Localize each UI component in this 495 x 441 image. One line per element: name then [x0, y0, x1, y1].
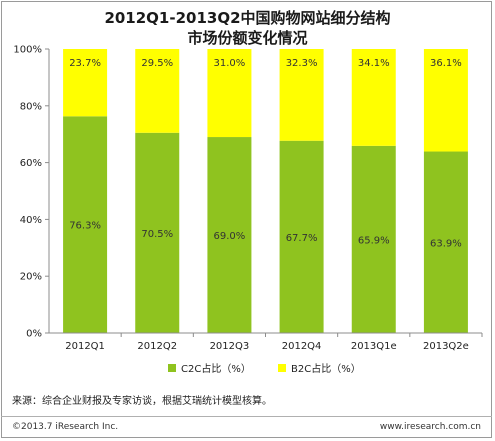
bar-b2c — [63, 49, 108, 117]
bar-c2c — [63, 116, 108, 333]
bar-group: 76.3% 23.7% 70.5% 29.5% 69.0% 31.0% 67.7% 32.3%… — [63, 49, 468, 333]
bar-label-c2c: 69.0% — [214, 231, 246, 242]
source-note: 来源：综合企业财报及专家访谈，根据艾瑞统计模型核算。 — [12, 396, 272, 407]
bar-c2c — [423, 151, 468, 333]
bar-c2c — [279, 140, 324, 333]
bar-b2c — [423, 49, 468, 152]
x-tick-label: 2012Q2 — [137, 341, 177, 352]
x-tick-label: 2012Q3 — [210, 341, 250, 352]
bar-b2c — [351, 49, 396, 146]
x-tick-label: 2013Q2e — [423, 341, 469, 352]
legend: C2C占比（%） B2C占比（%） — [0, 360, 495, 376]
legend-label-b2c: B2C占比（%） — [291, 364, 361, 375]
bar-label-c2c: 65.9% — [358, 235, 390, 246]
bar-label-b2c: 23.7% — [69, 58, 101, 69]
bar-label-b2c: 32.3% — [286, 58, 318, 69]
website-text: www.iresearch.com.cn — [379, 422, 481, 432]
bar-c2c — [351, 145, 396, 333]
bar-b2c — [135, 49, 180, 133]
bar-label-c2c: 70.5% — [141, 229, 173, 240]
bar-label-b2c: 29.5% — [141, 58, 173, 69]
legend-swatch-b2c — [278, 363, 286, 372]
x-axis: 2012Q1 2012Q2 2012Q3 2012Q4 2013Q1e 2013Q2e — [49, 332, 483, 352]
chart-subtitle: 市场份额变化情况 — [187, 29, 308, 47]
bar-label-b2c: 34.1% — [358, 58, 390, 69]
bar-c2c — [207, 137, 252, 333]
y-axis: 0% 20% 40% 60% 80% 100% — [13, 45, 50, 340]
legend-label-c2c: C2C占比（%） — [181, 364, 251, 375]
y-tick-label: 80% — [20, 101, 42, 112]
y-tick-label: 40% — [20, 215, 42, 226]
legend-item-c2c: C2C占比（%） — [168, 360, 251, 375]
footer-divider — [1, 416, 492, 417]
bar-label-b2c: 31.0% — [214, 58, 246, 69]
y-tick-label: 0% — [26, 329, 42, 340]
legend-item-b2c: B2C占比（%） — [278, 360, 361, 375]
x-tick-label: 2013Q1e — [351, 341, 397, 352]
x-tick-label: 2012Q4 — [282, 341, 322, 352]
bar-c2c — [135, 132, 180, 333]
y-tick-label: 60% — [20, 158, 42, 169]
bar-b2c — [207, 49, 252, 138]
bar-label-c2c: 67.7% — [286, 233, 318, 244]
chart-title: 2012Q1-2013Q2中国购物网站细分结构 — [104, 9, 391, 27]
legend-swatch-c2c — [168, 363, 176, 372]
copyright-text: ©2013.7 iResearch Inc. — [12, 422, 119, 432]
bar-label-b2c: 36.1% — [430, 58, 462, 69]
y-tick-label: 100% — [13, 45, 42, 56]
y-tick-label: 20% — [20, 272, 42, 283]
bar-label-c2c: 76.3% — [69, 221, 101, 232]
x-tick-label: 2012Q1 — [65, 341, 105, 352]
bar-label-c2c: 63.9% — [430, 238, 462, 249]
bar-b2c — [279, 49, 324, 141]
